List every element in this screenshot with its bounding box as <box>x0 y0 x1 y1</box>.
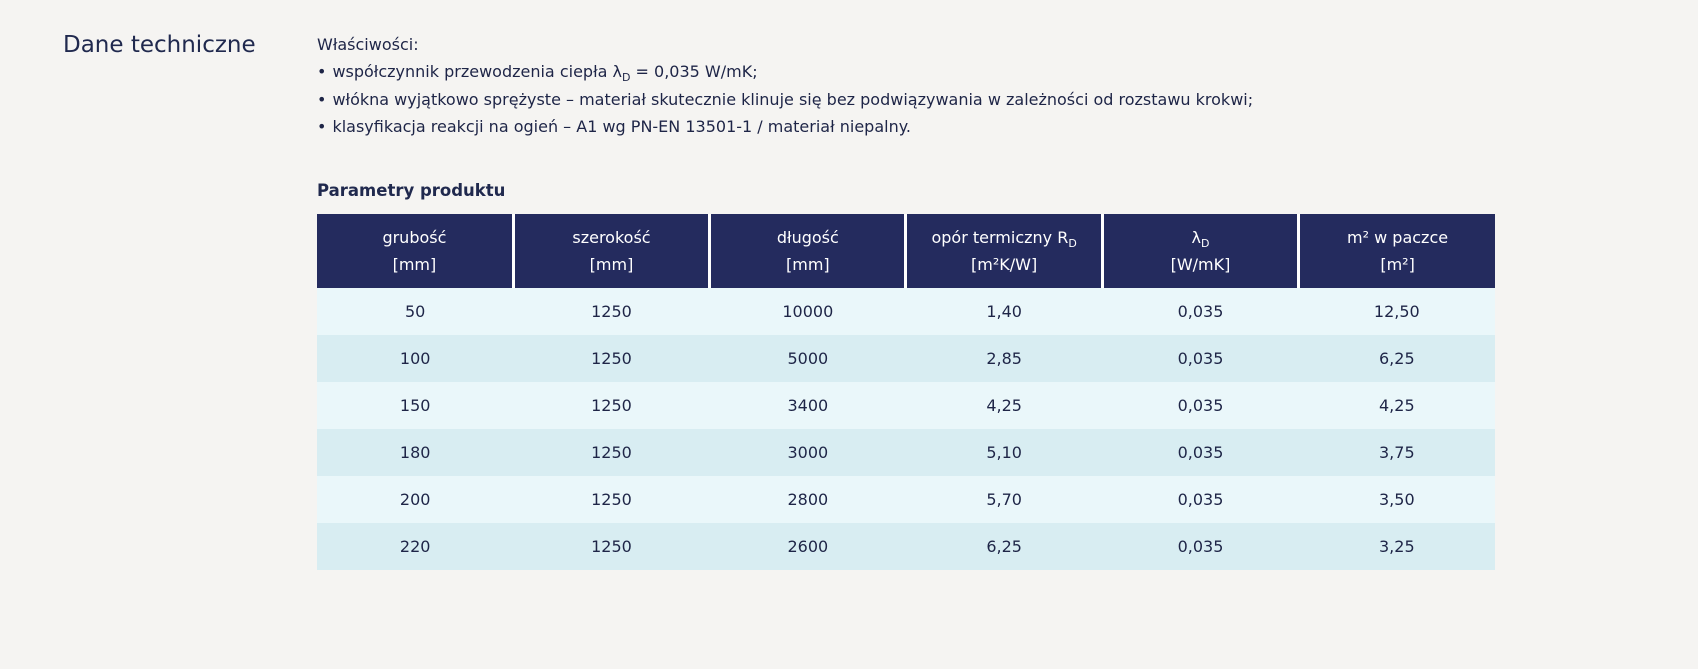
table-cell: 0,035 <box>1177 301 1224 321</box>
table-cell: 0,035 <box>1177 442 1224 462</box>
section-title: Dane techniczne <box>63 32 256 58</box>
table-cell: 2800 <box>787 489 829 509</box>
column-header: długość [mm] <box>709 213 908 288</box>
text-part: współczynnik przewodzenia ciepła λ <box>332 62 622 81</box>
table-cell: 1250 <box>591 301 632 321</box>
table-cell: 1250 <box>591 489 632 509</box>
text-part: [m²K/W] <box>971 254 1038 274</box>
table-row: 50 1250 10000 1,40 0,035 12,50 <box>317 287 1495 335</box>
table-cell: 5000 <box>787 348 829 368</box>
table-cell: 50 <box>404 301 426 321</box>
subscript-text: D <box>1200 236 1210 250</box>
header-line-1: szerokość <box>519 224 704 251</box>
header-line-1: opór termiczny RD <box>911 224 1096 251</box>
table-cell: 3,75 <box>1379 442 1415 462</box>
table-cell: 4,25 <box>986 395 1022 415</box>
header-line-2: [mm] <box>519 251 704 278</box>
table-cell: 1250 <box>591 442 632 462</box>
text-part: m² w paczce <box>1347 227 1449 247</box>
text-part: [m²] <box>1380 254 1415 274</box>
section-title-column: Dane techniczne <box>63 31 317 59</box>
table-row: 200 1250 2800 5,70 0,035 3,50 <box>317 475 1495 523</box>
table-cell: 3,50 <box>1379 489 1415 509</box>
technical-data-section: Dane techniczne Właściwości: • współczynn… <box>63 31 1495 570</box>
table-cell: 6,25 <box>986 536 1022 556</box>
column-header: λD [W/mK] <box>1102 213 1301 288</box>
table-cell: 150 <box>399 395 431 415</box>
header-line-2: [mm] <box>715 251 900 278</box>
text-part: λ <box>1191 227 1201 247</box>
table-cell: 180 <box>399 442 431 462</box>
product-parameters-table: grubość [mm] szerokość [mm] długość [mm] opór … <box>317 213 1495 570</box>
table-cell: 1250 <box>591 536 632 556</box>
table-cell: 1250 <box>591 348 632 368</box>
property-item: • współczynnik przewodzenia ciepła λD = 0… <box>317 58 1495 86</box>
table-cell: 5,70 <box>986 489 1022 509</box>
bullet-marker: • <box>317 89 327 109</box>
table-cell: 0,035 <box>1177 348 1224 368</box>
table-cell: 4,25 <box>1379 395 1415 415</box>
properties-list: • współczynnik przewodzenia ciepła λD = 0… <box>317 58 1495 141</box>
content-column: Właściwości: • współczynnik przewodzenia … <box>317 31 1495 570</box>
text-part: klasyfikacja reakcji na ogień – A1 wg PN… <box>332 117 911 136</box>
table-cell: 5,10 <box>986 442 1022 462</box>
header-line-1: λD <box>1108 224 1293 251</box>
header-line-2: [W/mK] <box>1108 251 1293 278</box>
table-cell: 1,40 <box>986 301 1022 321</box>
table-header: grubość [mm] szerokość [mm] długość [mm] opór … <box>317 213 1495 288</box>
bullet-marker: • <box>317 62 327 81</box>
text-part: grubość <box>382 227 447 247</box>
bullet-marker: • <box>317 117 327 136</box>
table-row: 100 1250 5000 2,85 0,035 6,25 <box>317 334 1495 382</box>
header-line-1: m² w paczce <box>1304 224 1491 251</box>
property-item: • włókna wyjątkowo sprężyste – materiał s… <box>317 86 1495 114</box>
table-cell: 1250 <box>591 395 632 415</box>
table-row: 180 1250 3000 5,10 0,035 3,75 <box>317 428 1495 476</box>
text-part: szerokość <box>572 227 651 247</box>
table-cell: 3000 <box>787 442 829 462</box>
table-cell: 3,25 <box>1379 536 1415 556</box>
table-cell: 100 <box>399 348 431 368</box>
text-part: [mm] <box>785 254 830 274</box>
table-cell: 200 <box>399 489 431 509</box>
subscript-text: D <box>621 71 631 85</box>
table-cell: 220 <box>399 536 431 556</box>
subscript-text: D <box>1068 236 1077 250</box>
table-row: 220 1250 2600 6,25 0,035 3,25 <box>317 522 1495 570</box>
properties-heading: Właściwości: <box>317 35 419 54</box>
column-header: szerokość [mm] <box>513 213 712 288</box>
table-title: Parametry produktu <box>317 180 506 200</box>
header-line-2: [m²K/W] <box>911 251 1096 278</box>
table-cell: 10000 <box>782 301 834 321</box>
table-cell: 0,035 <box>1177 489 1224 509</box>
table-cell: 12,50 <box>1373 301 1420 321</box>
header-line-2: [mm] <box>321 251 508 278</box>
text-part: [mm] <box>392 254 437 274</box>
table-cell: 3400 <box>787 395 829 415</box>
table-cell: 6,25 <box>1379 348 1415 368</box>
table-cell: 2,85 <box>986 348 1022 368</box>
header-line-1: długość <box>715 224 900 251</box>
header-line-2: [m²] <box>1304 251 1491 278</box>
text-part: włókna wyjątkowo sprężyste – materiał sk… <box>332 89 1254 109</box>
header-row: grubość [mm] szerokość [mm] długość [mm] opór … <box>317 213 1495 288</box>
table-cell: 0,035 <box>1177 395 1224 415</box>
column-header: opór termiczny RD [m²K/W] <box>905 213 1104 288</box>
table-row: 150 1250 3400 4,25 0,035 4,25 <box>317 381 1495 429</box>
property-item: • klasyfikacja reakcji na ogień – A1 wg P… <box>317 113 1495 141</box>
table-cell: 0,035 <box>1177 536 1224 556</box>
text-part: [mm] <box>589 254 634 274</box>
text-part: długość <box>776 227 839 247</box>
table-body: 50 1250 10000 1,40 0,035 12,50 100 1250 5000 2,85… <box>317 287 1495 570</box>
text-part: [W/mK] <box>1170 254 1231 274</box>
text-part: opór termiczny R <box>931 227 1069 247</box>
column-header: grubość [mm] <box>317 213 515 288</box>
text-part: = 0,035 W/mK; <box>630 62 758 81</box>
table-cell: 2600 <box>787 536 829 556</box>
column-header: m² w paczce [m²] <box>1298 213 1495 288</box>
header-line-1: grubość <box>321 224 508 251</box>
